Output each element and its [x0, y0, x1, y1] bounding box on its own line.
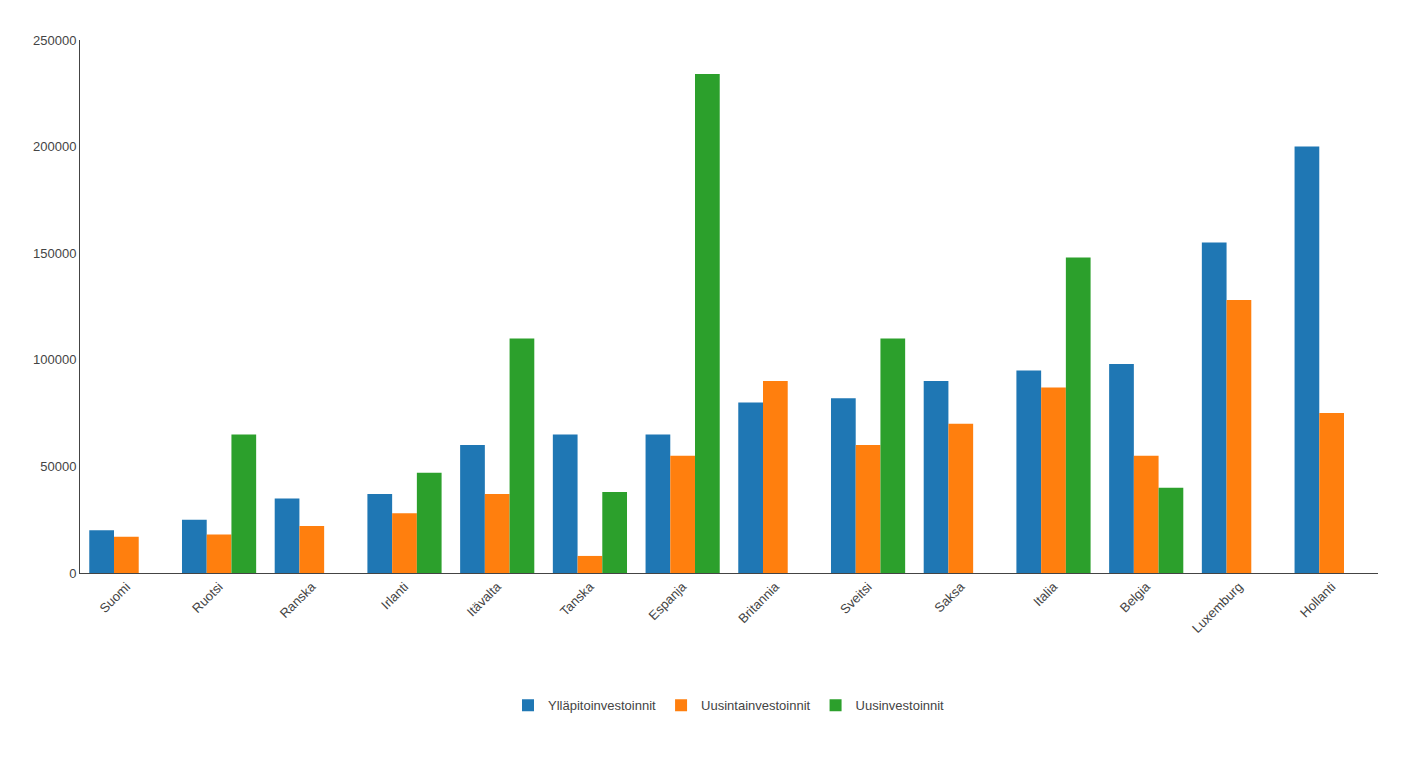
svg-text:Espanja: Espanja	[646, 579, 690, 623]
svg-text:Luxemburg: Luxemburg	[1189, 579, 1246, 636]
svg-text:200000: 200000	[33, 139, 76, 154]
svg-text:Uusintainvestoinnit: Uusintainvestoinnit	[701, 698, 811, 713]
svg-text:Tanska: Tanska	[557, 579, 597, 619]
svg-text:Itävalta: Itävalta	[464, 579, 505, 620]
svg-text:Suomi: Suomi	[96, 579, 133, 616]
svg-text:Belgia: Belgia	[1117, 579, 1154, 616]
svg-text:Irlanti: Irlanti	[378, 579, 411, 612]
svg-text:0: 0	[69, 566, 76, 581]
svg-text:Sveitsi: Sveitsi	[837, 579, 875, 617]
svg-text:100000: 100000	[33, 352, 76, 367]
svg-text:Italia: Italia	[1030, 579, 1061, 610]
svg-text:Ranska: Ranska	[277, 579, 319, 621]
svg-text:150000: 150000	[33, 246, 76, 261]
svg-text:50000: 50000	[40, 459, 76, 474]
svg-text:Hollanti: Hollanti	[1297, 579, 1338, 620]
svg-text:Saksa: Saksa	[931, 579, 968, 616]
svg-text:Britannia: Britannia	[735, 579, 782, 626]
svg-text:Ylläpitoinvestoinnit: Ylläpitoinvestoinnit	[548, 698, 656, 713]
svg-text:Ruotsi: Ruotsi	[189, 579, 226, 616]
svg-text:Uusinvestoinnit: Uusinvestoinnit	[856, 698, 945, 713]
svg-text:250000: 250000	[33, 33, 76, 48]
